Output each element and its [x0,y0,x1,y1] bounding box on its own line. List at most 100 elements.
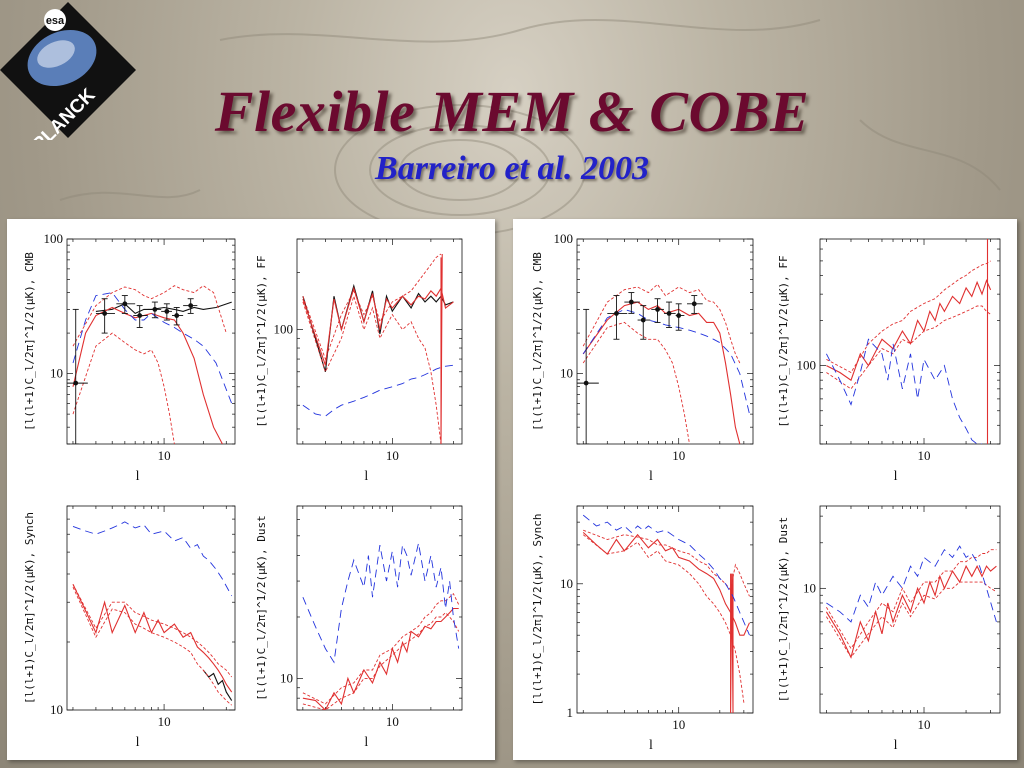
x-tick-label: 10 [672,717,685,732]
y-axis-label: [l(l+1)C_l/2π]^1/2(μK), FF [255,255,268,427]
red-series-line [826,278,992,382]
subplot-right-dust: 10 10 l [l(l+1)C_l/2π]^1/2(μK), Dust [777,505,1001,753]
y-tick-label: 10 [803,580,816,595]
cobe-data-point [171,307,184,326]
plot-frame [66,238,236,445]
y-tick-label: 10 [560,576,573,591]
cobe-data-point [577,308,599,444]
subplot-right-synch: 1 10 10 l [l(l+1)C_l/2π]^1/2(μK), Synch [531,505,754,753]
y-tick-label: 1 [567,705,574,720]
red-series-line [302,286,454,366]
right-figure-panel: 10 100 10 l [l(l+1)C_l/2π]^1/2(μK), CMB 100 10… [513,219,1017,760]
red-series-line [583,529,750,597]
x-axis-label: l [136,469,140,484]
data-marker [174,313,180,318]
red-series-line [582,321,690,444]
cobe-data-point [147,301,162,319]
data-marker [102,311,108,316]
x-axis-label: l [364,469,368,484]
red-series-line [825,564,997,659]
data-marker [73,380,79,386]
esa-text: esa [46,15,65,27]
red-series-line [72,332,175,444]
cobe-data-point [183,298,198,314]
data-marker [676,313,682,318]
red-series-line [72,584,233,678]
cobe-data-point [161,303,172,321]
cobe-data-point [675,303,685,331]
plot-frame [576,238,754,445]
plot-frame [296,505,463,711]
red-series-line [302,294,442,444]
y-tick-label: 100 [554,231,574,246]
cobe-data-point [607,295,628,340]
red-series-line [302,253,442,361]
plot-frame [576,505,754,714]
red-series-line [440,253,443,444]
plot-frame [296,238,463,445]
data-marker [583,380,589,386]
blue-series-line [72,292,233,404]
y-tick-label: 10 [50,366,63,381]
data-marker [628,299,634,305]
cobe-data-point [133,305,148,328]
plot-frame [819,505,1001,714]
subplot-right-cmb: 10 100 10 l [l(l+1)C_l/2π]^1/2(μK), CMB [531,231,754,484]
x-tick-label: 10 [158,448,171,463]
plot-frame [66,505,236,711]
x-axis-label: l [894,738,898,753]
blue-series-line [302,543,460,664]
y-axis-label: [l(l+1)C_l/2π]^1/2(μK), Synch [531,513,544,705]
blue-series-line [825,338,982,444]
x-axis-label: l [649,738,653,753]
blue-series-line [582,308,750,415]
y-axis-label: [l(l+1)C_l/2π]^1/2(μK), FF [777,255,790,427]
red-series-line [730,573,734,713]
x-tick-label: 10 [918,717,931,732]
subplot-left-cmb: 10 100 10 l [l(l+1)C_l/2π]^1/2(μK), CMB [23,231,236,484]
subplot-left-synch: 10 10 l [l(l+1)C_l/2π]^1/2(μK), Synch [23,505,236,750]
x-axis-label: l [136,735,140,750]
blue-series-line [72,521,233,597]
red-series-line [302,607,459,710]
red-series-line [826,260,991,374]
x-tick-label: 10 [386,714,399,729]
subplot-right-ff: 100 10 l [l(l+1)C_l/2π]^1/2(μK), FF [777,238,1001,484]
cobe-data-point [686,295,703,314]
red-series-line [826,305,991,390]
slide-subtitle: Barreiro et al. 2003 [375,150,649,187]
x-axis-label: l [364,735,368,750]
x-tick-label: 10 [672,448,685,463]
x-tick-label: 10 [918,448,931,463]
slide-title: Flexible MEM & COBE [214,79,810,144]
data-marker [188,303,194,309]
data-marker [152,306,158,312]
y-tick-label: 10 [50,702,63,717]
cobe-data-point [624,292,640,314]
blue-series-line [302,364,454,417]
data-marker [164,308,170,314]
red-series-line [72,584,233,693]
red-series-line [826,581,997,659]
black-series-line [202,669,233,701]
red-series-line [72,285,227,347]
cobe-data-point [637,305,651,340]
y-tick-label: 10 [560,366,573,381]
cobe-data-point [95,298,115,334]
y-tick-label: 10 [280,670,293,685]
blue-series-line [826,545,997,623]
cobe-data-point [663,301,676,328]
blue-series-line [582,514,750,636]
y-axis-label: [l(l+1)C_l/2π]^1/2(μK), Dust [255,515,268,700]
x-tick-label: 10 [158,714,171,729]
data-marker [666,311,672,316]
data-marker [614,311,619,316]
y-axis-label: [l(l+1)C_l/2π]^1/2(μK), Dust [777,517,790,702]
plot-frame [819,238,1001,445]
y-axis-label: [l(l+1)C_l/2π]^1/2(μK), Synch [23,512,36,704]
x-axis-label: l [894,469,898,484]
y-axis-label: [l(l+1)C_l/2π]^1/2(μK), CMB [531,252,544,431]
